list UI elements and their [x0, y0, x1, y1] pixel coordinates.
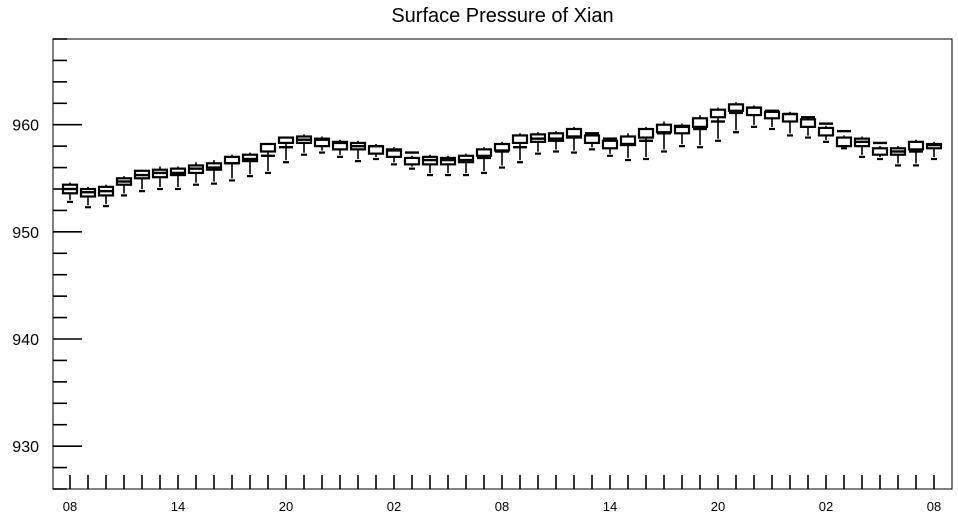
box: [493, 141, 511, 169]
box: [151, 166, 169, 191]
box: [781, 111, 799, 137]
y-tick-label: 930: [12, 439, 39, 456]
box-iqr: [907, 140, 925, 151]
box-iqr: [403, 156, 421, 166]
box: [583, 132, 601, 151]
box: [187, 162, 205, 186]
box: [673, 123, 691, 148]
box-iqr: [835, 136, 853, 148]
box: [61, 182, 79, 203]
box: [655, 121, 673, 153]
x-tick-label: 20: [711, 499, 725, 514]
box: [835, 129, 853, 150]
box-iqr: [601, 139, 619, 150]
y-tick-label: 940: [12, 332, 39, 349]
box: [619, 133, 637, 162]
chart-title: Surface Pressure of Xian: [391, 5, 614, 27]
y-tick-label: 950: [12, 225, 39, 242]
box-iqr: [547, 132, 565, 142]
box: [421, 154, 439, 177]
plot-frame: [52, 38, 953, 490]
x-tick-label: 14: [171, 499, 185, 514]
box: [97, 184, 115, 208]
box-iqr: [259, 142, 277, 153]
box: [817, 122, 835, 143]
x-tick-label: 02: [387, 499, 401, 514]
x-tick-label: 02: [819, 499, 833, 514]
box-series: [61, 102, 943, 209]
box: [529, 132, 547, 155]
box: [889, 146, 907, 167]
box: [925, 141, 943, 161]
x-tick-label: 20: [279, 499, 293, 514]
box: [799, 116, 817, 139]
box: [727, 102, 745, 134]
box-iqr: [655, 123, 673, 134]
box-iqr: [475, 148, 493, 157]
box: [853, 136, 871, 158]
box: [763, 109, 781, 131]
box: [475, 147, 493, 175]
box: [313, 136, 331, 154]
box: [871, 141, 889, 161]
box-iqr: [763, 110, 781, 120]
box: [637, 126, 655, 161]
box: [745, 105, 763, 128]
box-iqr: [709, 108, 727, 119]
box: [223, 154, 241, 182]
box: [565, 126, 583, 154]
box: [205, 160, 223, 185]
box: [367, 144, 385, 161]
box-iqr: [277, 136, 295, 145]
box-iqr: [817, 126, 835, 137]
box: [907, 139, 925, 167]
box-iqr: [727, 103, 745, 112]
box: [385, 147, 403, 166]
x-tick-label: 08: [495, 499, 509, 514]
box: [241, 152, 259, 178]
box-iqr: [493, 142, 511, 152]
box-iqr: [583, 134, 601, 145]
box: [133, 169, 151, 193]
box: [709, 107, 727, 142]
box-iqr: [511, 134, 529, 145]
box: [115, 176, 133, 197]
box: [511, 133, 529, 164]
box: [259, 142, 277, 175]
x-tick-label: 14: [603, 499, 617, 514]
box: [295, 134, 313, 156]
box: [457, 153, 475, 177]
box-iqr: [691, 117, 709, 128]
box: [169, 166, 187, 191]
x-axis: 08 14 20 02 08 14 20 02 08: [63, 475, 941, 514]
box: [691, 115, 709, 149]
box: [403, 151, 421, 170]
box-iqr: [871, 147, 889, 156]
box-iqr: [799, 118, 817, 128]
y-tick-label: 960: [12, 118, 39, 135]
box: [331, 139, 349, 158]
box: [547, 131, 565, 153]
x-tick-label: 08: [927, 499, 941, 514]
y-axis: 930 940 950 960: [12, 38, 82, 490]
box-iqr: [637, 127, 655, 139]
box: [439, 155, 457, 177]
box: [79, 186, 97, 209]
x-tick-label: 08: [63, 499, 77, 514]
box: [349, 140, 367, 163]
box: [601, 137, 619, 157]
box: [277, 136, 295, 164]
